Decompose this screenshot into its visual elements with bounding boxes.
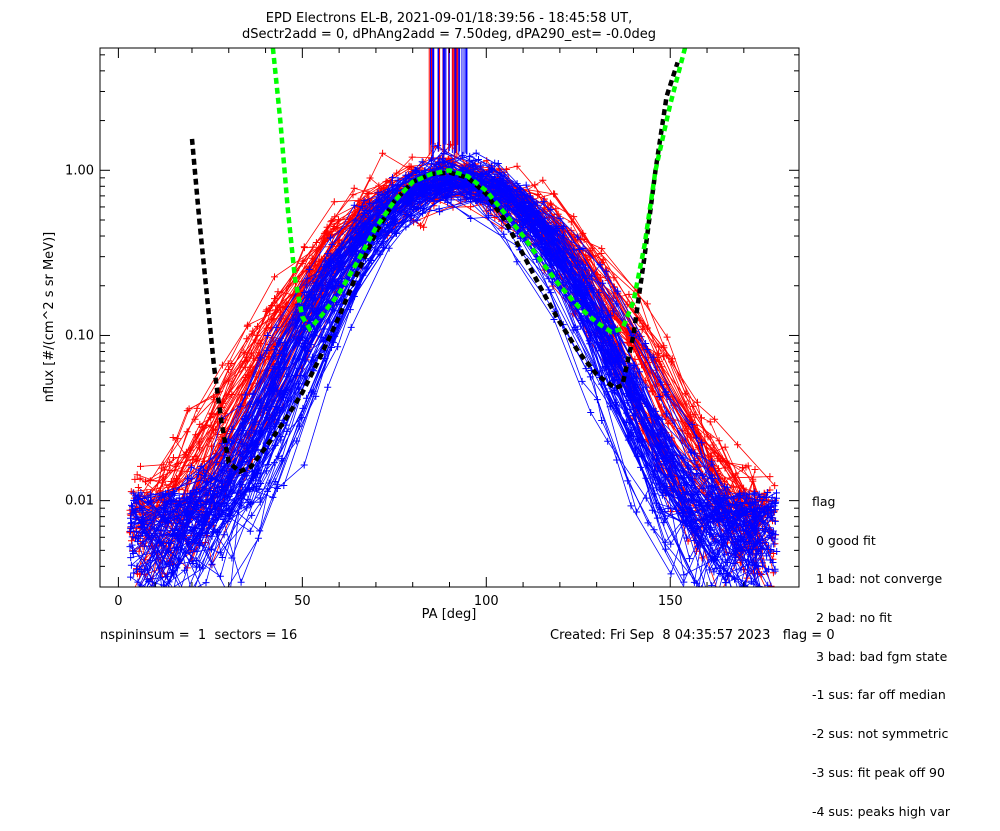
blue-trace-markers <box>134 156 774 562</box>
red-trace <box>139 190 770 552</box>
footer-left-info: nspininsum = 1 sectors = 16 <box>100 628 298 643</box>
blue-trace-markers <box>132 160 778 554</box>
x-tick-label: 0 <box>114 594 122 609</box>
red-trace <box>150 174 757 579</box>
blue-trace <box>134 176 771 587</box>
blue-trace-markers <box>146 176 778 564</box>
x-axis-label: PA [deg] <box>422 607 477 622</box>
pitch-angle-chart: EPD Electrons EL-B, 2021-09-01/18:39:56 … <box>42 11 800 622</box>
legend-item-peaks-high-var: -4 sus: peaks high var <box>812 803 951 819</box>
blue-trace <box>152 165 776 587</box>
legend-item-not-converge: 1 bad: not converge <box>812 571 943 587</box>
green-fit-curve <box>270 48 688 335</box>
footer-right-info: Created: Fri Sep 8 04:35:57 2023 flag = … <box>550 628 835 643</box>
y-axis-label: nflux [#/(cm^2 s sr MeV)] <box>42 232 57 402</box>
chart-title-line1: EPD Electrons EL-B, 2021-09-01/18:39:56 … <box>266 11 632 26</box>
legend-item-bad-fgm: 3 bad: bad fgm state <box>812 648 948 664</box>
x-tick-label: 150 <box>658 594 683 609</box>
legend-item-not-symmetric: -2 sus: not symmetric <box>812 726 949 742</box>
blue-trace <box>147 174 756 543</box>
red-trace <box>163 143 758 587</box>
y-tick-label: 1.00 <box>65 163 94 178</box>
legend-item-far-off-median: -1 sus: far off median <box>812 687 946 703</box>
blue-trace <box>141 198 767 587</box>
legend-title: flag <box>812 493 836 509</box>
x-tick-label: 100 <box>474 594 499 609</box>
fit-curves <box>189 48 688 475</box>
axes: 0 50 100 150 0.01 0.10 1.00 <box>65 48 799 609</box>
legend-item-no-fit: 2 bad: no fit <box>812 609 892 625</box>
legend-item-peak-off-90: -3 sus: fit peak off 90 <box>812 764 945 780</box>
blue-trace <box>132 162 772 544</box>
flag-legend: flag 0 good fit 1 bad: not converge 2 ba… <box>812 470 950 831</box>
blue-trace <box>148 163 763 586</box>
chart-title-line2: dSectr2add = 0, dPhAng2add = 7.50deg, dP… <box>242 27 656 42</box>
blue-trace <box>133 149 759 587</box>
x-tick-label: 50 <box>294 594 311 609</box>
red-trace <box>150 158 760 522</box>
blue-trace <box>145 178 768 545</box>
y-tick-label: 0.01 <box>65 494 94 509</box>
y-tick-label: 0.10 <box>65 328 94 343</box>
blue-trace-markers <box>145 160 766 587</box>
legend-item-good-fit: 0 good fit <box>812 532 876 548</box>
blue-trace-markers <box>192 162 779 573</box>
trace-bundles <box>126 48 781 587</box>
blue-trace <box>136 168 765 567</box>
